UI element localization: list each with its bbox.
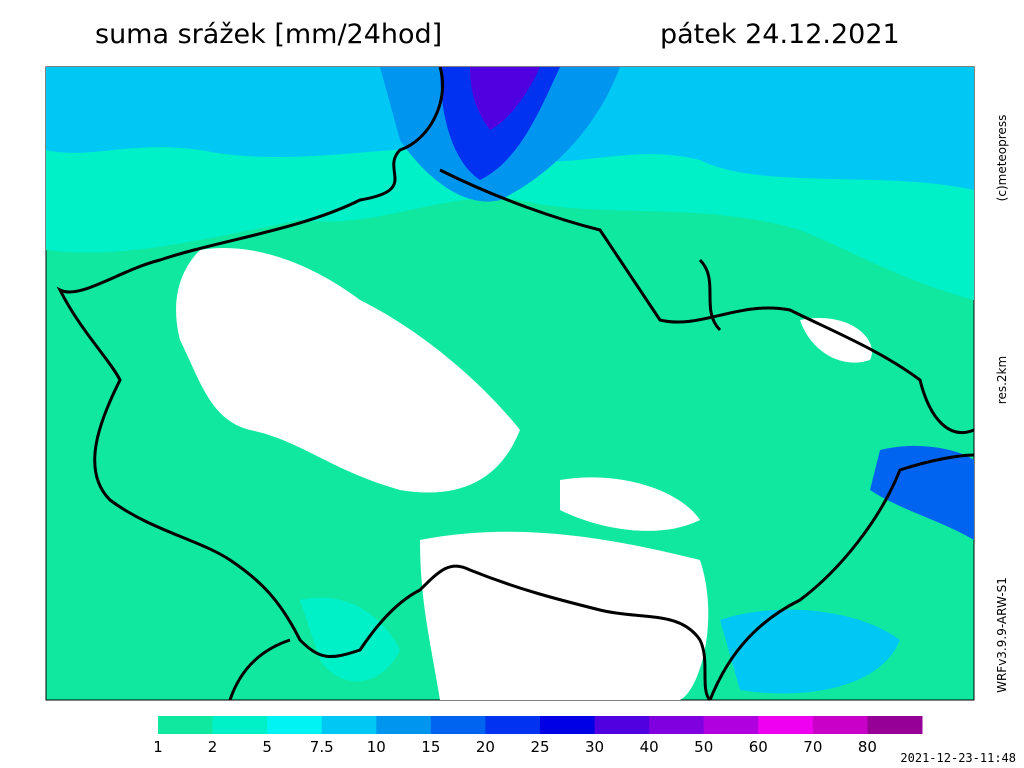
legend-swatch [649, 716, 705, 734]
copyright: (c)meteopress [995, 115, 1009, 202]
legend-swatch [594, 716, 650, 734]
legend-swatch [812, 716, 868, 734]
dry-area [420, 531, 709, 700]
precip-area [470, 67, 540, 130]
legend-tick-label: 70 [803, 738, 822, 756]
legend-swatch [703, 716, 759, 734]
precip-area [440, 67, 560, 180]
model: WRFv3.9.9-ARW-S1 [995, 577, 1009, 693]
dry-area [800, 318, 872, 363]
legend-swatch [867, 716, 923, 734]
legend-tick-label: 20 [476, 738, 495, 756]
resolution: res.2km [995, 356, 1009, 404]
legend-swatch [540, 716, 596, 734]
dry-area [176, 248, 520, 493]
legend-tick-label: 15 [421, 738, 440, 756]
dry-area [560, 477, 700, 531]
legend-swatch [212, 716, 268, 734]
legend: 1 2 5 7.5 10 15 20 25 30 40 50 60 70 80 [153, 716, 923, 756]
legend-tick-label: 60 [749, 738, 768, 756]
precip-area [720, 609, 900, 694]
legend-swatch [758, 716, 814, 734]
legend-tick-label: 7.5 [310, 738, 334, 756]
legend-tick-label: 25 [530, 738, 549, 756]
legend-swatch [267, 716, 323, 734]
legend-swatch [430, 716, 486, 734]
timestamp: 2021-12-23-11:48 [900, 751, 1016, 765]
legend-swatch [376, 716, 432, 734]
legend-tick-label: 40 [640, 738, 659, 756]
map [45, 66, 975, 702]
title: suma srážek [mm/24hod] [95, 19, 442, 50]
borders [56, 66, 975, 702]
date: pátek 24.12.2021 [660, 19, 900, 50]
legend-tick-label: 10 [367, 738, 386, 756]
legend-tick-label: 80 [858, 738, 877, 756]
precip-area [300, 597, 400, 682]
legend-swatch [485, 716, 541, 734]
precip-area [870, 445, 974, 540]
legend-swatch [158, 716, 214, 734]
legend-tick-label: 5 [262, 738, 272, 756]
legend-tick-label: 30 [585, 738, 604, 756]
legend-tick-label: 50 [694, 738, 713, 756]
legend-tick-label: 1 [153, 738, 163, 756]
legend-tick-label: 2 [208, 738, 218, 756]
legend-swatch [321, 716, 377, 734]
